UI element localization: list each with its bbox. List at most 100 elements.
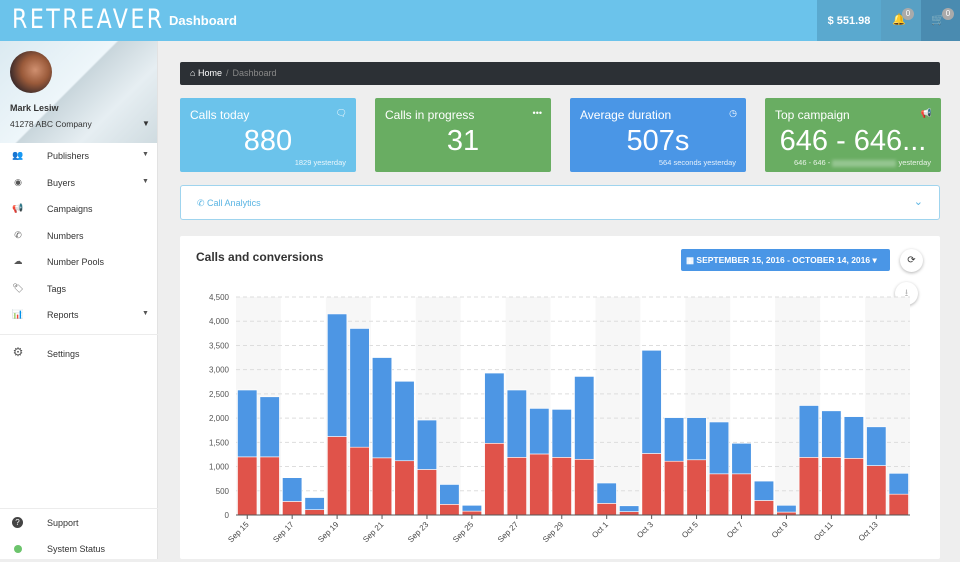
y-tick-label: 1,500 [209, 438, 230, 447]
logo[interactable]: RETREAVER [12, 4, 165, 35]
sidebar-item-number-pools[interactable]: ☁ Number Pools [0, 249, 158, 275]
bar-segment [664, 417, 685, 462]
refresh-button[interactable]: ⟳ [900, 249, 923, 272]
ellipsis-icon: ••• [532, 108, 542, 118]
plot-band [595, 297, 641, 515]
bar-segment [259, 396, 280, 458]
sidebar-item-buyers[interactable]: ◉ Buyers ▼ [0, 170, 158, 196]
sidebar-item-numbers[interactable]: ✆ Numbers [0, 223, 158, 249]
stat-sub: 1829 yesterday [294, 158, 346, 167]
bar-segment [484, 372, 505, 444]
x-tick-label: Sep 15 [226, 520, 251, 545]
bar-segment [506, 457, 527, 516]
balance-button[interactable]: $ 551.98 [817, 0, 881, 41]
sidebar-item-label: System Status [47, 544, 106, 554]
cart-button[interactable]: 🛒 0 [921, 0, 960, 41]
stat-card-top-campaign: Top campaign 📢 646 - 646... 646 - 646 - yes… [765, 98, 941, 172]
calendar-icon: ▦ [686, 255, 697, 265]
bar-segment [708, 421, 730, 475]
bar-segment [619, 511, 640, 516]
bar-segment [259, 456, 280, 516]
bar-segment [686, 417, 707, 461]
stat-title: Average duration [580, 108, 672, 122]
download-icon: ⭳ [904, 288, 909, 299]
bar-segment [866, 465, 887, 516]
bar-segment [888, 473, 909, 495]
chevron-down-icon[interactable]: ⌄ [913, 196, 923, 208]
sidebar-item-tags[interactable]: 🏷 Tags [0, 276, 158, 302]
date-range-button[interactable]: ▦ SEPTEMBER 15, 2016 - OCTOBER 14, 2016 … [681, 249, 890, 271]
call-analytics-panel[interactable]: ✆ Call Analytics ⌄ [180, 185, 940, 220]
comments-icon: 🗨 [335, 108, 347, 118]
page-title: Dashboard [169, 13, 237, 28]
stat-title: Top campaign [775, 108, 850, 122]
stat-card-calls-today: Calls today 🗨 880 1829 yesterday [180, 98, 356, 172]
y-tick-label: 3,500 [209, 341, 230, 350]
home-icon: ⌂ [190, 68, 196, 78]
stat-value: 646 - 646... [779, 125, 927, 157]
bar-segment [686, 459, 707, 516]
bar-segment [843, 416, 864, 459]
bar-segment [866, 426, 887, 466]
bar-segment [574, 458, 595, 516]
sidebar-item-reports[interactable]: 📊 Reports ▼ [0, 302, 158, 328]
divider [0, 508, 158, 509]
bar-segment [596, 503, 617, 516]
gear-icon: ⚙ [12, 345, 24, 359]
y-tick-label: 0 [225, 511, 230, 520]
sidebar-item-settings[interactable]: ⚙ Settings [0, 341, 158, 367]
bar-segment [237, 456, 258, 516]
breadcrumb-home[interactable]: Home [197, 68, 222, 78]
bar-segment [416, 469, 438, 516]
cart-badge: 0 [942, 8, 954, 20]
stat-value: 880 [243, 125, 293, 157]
bar-segment [551, 457, 572, 516]
bar-segment [664, 460, 685, 516]
company-selector[interactable]: 41278 ABC Company [10, 119, 92, 129]
clock-icon: ◷ [729, 108, 737, 118]
sidebar-item-system-status[interactable]: System Status [0, 536, 158, 562]
bar-segment [529, 453, 550, 516]
profile-panel: Mark Lesiw 41278 ABC Company ▼ [0, 41, 157, 143]
avatar[interactable] [10, 51, 52, 93]
stat-sub-suffix: yesterday [898, 158, 931, 167]
sidebar-item-support[interactable]: ? Support [0, 510, 158, 536]
notifications-button[interactable]: 🔔 0 [881, 0, 921, 41]
sidebar-item-label: Tags [47, 283, 67, 294]
bar-segment [327, 436, 348, 516]
x-tick-label: Sep 27 [496, 520, 521, 545]
bar-segment [798, 457, 819, 516]
bar-segment [372, 457, 393, 516]
bar-segment [237, 389, 258, 458]
x-tick-label: Oct 11 [812, 520, 835, 543]
status-dot-icon [14, 545, 22, 553]
bar-segment [282, 501, 303, 516]
phone-icon: ✆ [14, 229, 22, 240]
top-bar: RETREAVER Dashboard $ 551.98 🔔 0 🛒 0 [0, 0, 960, 41]
call-analytics-label: Call Analytics [207, 198, 261, 208]
y-tick-label: 3,000 [209, 366, 230, 375]
sidebar-item-publishers[interactable]: 👥 Publishers ▼ [0, 143, 158, 169]
breadcrumb: ⌂ Home / Dashboard [180, 62, 940, 85]
bar-segment [753, 480, 775, 501]
x-tick-label: Oct 5 [680, 520, 700, 540]
users-icon: 👥 [12, 150, 24, 160]
breadcrumb-current: Dashboard [232, 68, 277, 78]
bar-chart-icon: 📊 [12, 309, 24, 319]
caret-down-icon[interactable]: ▼ [142, 119, 150, 128]
chart: 0 500 1,000 1,500 2,000 2,500 3,000 3,500 4,000 4… [209, 293, 910, 545]
bar-segment [484, 443, 505, 516]
sidebar-item-campaigns[interactable]: 📢 Campaigns [0, 196, 158, 222]
bar-segment [776, 505, 797, 513]
stat-title: Calls today [190, 108, 250, 122]
bar-segment [372, 357, 393, 459]
stat-sub: 564 seconds yesterday [658, 158, 736, 167]
bullhorn-icon: 📢 [920, 108, 932, 118]
bar-segment [798, 405, 819, 458]
bar-segment [619, 505, 640, 512]
x-tick-label: Oct 3 [635, 520, 655, 540]
y-tick-label: 4,000 [209, 317, 230, 326]
bar-segment [821, 457, 842, 516]
y-tick-label: 2,500 [209, 390, 230, 399]
bar-segment [461, 505, 482, 512]
